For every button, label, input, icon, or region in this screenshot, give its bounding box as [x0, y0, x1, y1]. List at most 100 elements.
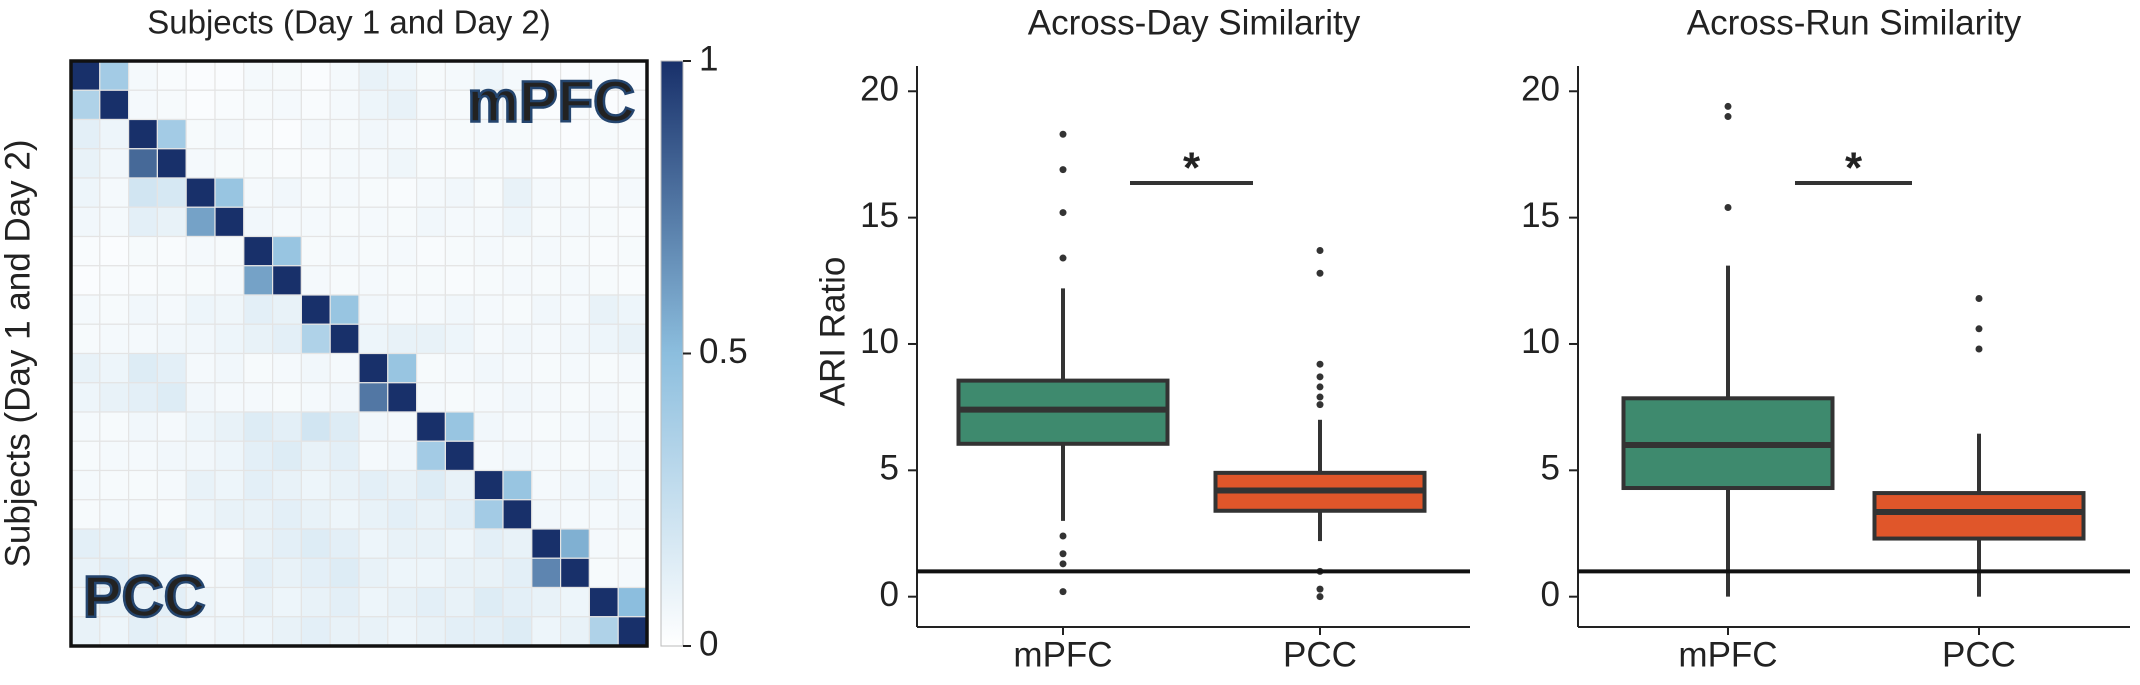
- outlier: [1724, 204, 1732, 212]
- heatmap-cell: [214, 411, 245, 442]
- heatmap-cell: [387, 616, 418, 647]
- heatmap-cell: [387, 235, 418, 267]
- heatmap-cell: [329, 499, 360, 530]
- heatmap-cell: [387, 469, 418, 501]
- heatmap-cell: [185, 616, 216, 647]
- heatmap-cell: [531, 440, 562, 472]
- heatmap-cell: [272, 440, 303, 472]
- heatmap-cell: [588, 557, 619, 589]
- heatmap-cell: [358, 557, 389, 589]
- heatmap-cell: [128, 411, 159, 442]
- outlier: [1059, 130, 1067, 138]
- heatmap-cell: [99, 294, 130, 325]
- heatmap-cell: [531, 177, 562, 208]
- heatmap-cell: [329, 586, 360, 618]
- heatmap-cell: [99, 89, 130, 121]
- heatmap-cell: [70, 528, 101, 559]
- heatmap-cell: [416, 235, 447, 267]
- heatmap-cell: [99, 411, 130, 442]
- heatmap-cell: [588, 60, 619, 91]
- outlier: [1724, 102, 1732, 110]
- heatmap-cell: [387, 118, 418, 150]
- heatmap-cell: [99, 499, 130, 530]
- heatmap-cell: [128, 323, 159, 355]
- heatmap-cell: [272, 235, 303, 267]
- heatmap-cell: [272, 177, 303, 208]
- significance-label: *: [1845, 144, 1863, 193]
- heatmap-cell: [416, 118, 447, 150]
- heatmap-cell: [185, 352, 216, 384]
- heatmap-cell: [617, 440, 648, 472]
- heatmap-cell: [473, 323, 504, 355]
- heatmap-cell: [156, 206, 187, 238]
- y-axis-label: Subjects (Day 1 and Day 2): [0, 140, 37, 568]
- heatmap-cell: [387, 440, 418, 472]
- heatmap-cell: [243, 294, 274, 325]
- y-tick-label: 0: [1541, 575, 1560, 614]
- heatmap-cell: [185, 411, 216, 442]
- heatmap-cell: [128, 440, 159, 472]
- heatmap-cell: [128, 118, 159, 150]
- heatmap-cell: [473, 265, 504, 296]
- heatmap-cell: [70, 382, 101, 413]
- heatmap-cell: [444, 499, 475, 530]
- heatmap-cell: [243, 235, 274, 267]
- heatmap-cell: [473, 148, 504, 179]
- heatmap-cell: [214, 294, 245, 325]
- heatmap-cell: [214, 586, 245, 618]
- heatmap-cell: [185, 89, 216, 121]
- outlier: [1316, 393, 1324, 401]
- colorbar-tick-label: 1: [699, 39, 718, 78]
- heatmap-cell: [214, 352, 245, 384]
- heatmap-cell: [329, 177, 360, 208]
- chart-title: Across-Day Similarity: [1028, 3, 1361, 42]
- heatmap-cell: [444, 294, 475, 325]
- heatmap-cell: [99, 177, 130, 208]
- heatmap-cell: [243, 616, 274, 647]
- heatmap-cell: [156, 469, 187, 501]
- heatmap-cell: [617, 148, 648, 179]
- heatmap-cell: [531, 265, 562, 296]
- heatmap-cell: [617, 177, 648, 208]
- heatmap-cell: [243, 206, 274, 238]
- heatmap-cell: [99, 382, 130, 413]
- heatmap-cell: [588, 352, 619, 384]
- significance-label: *: [1183, 144, 1201, 193]
- heatmap-cell: [502, 440, 533, 472]
- outlier: [1316, 585, 1324, 593]
- heatmap-cell: [300, 265, 331, 296]
- heatmap-cell: [473, 586, 504, 618]
- heatmap-cell: [617, 499, 648, 530]
- heatmap-cell: [214, 616, 245, 647]
- heatmap-cell: [444, 206, 475, 238]
- heatmap-cell: [444, 323, 475, 355]
- heatmap-cell: [358, 616, 389, 647]
- heatmap-cell: [329, 528, 360, 559]
- heatmap-cell: [588, 469, 619, 501]
- heatmap-cell: [272, 499, 303, 530]
- outlier: [1975, 345, 1983, 353]
- heatmap-cell: [99, 265, 130, 296]
- heatmap-cell: [416, 528, 447, 559]
- heatmap-cell: [243, 323, 274, 355]
- heatmap-cell: [617, 89, 648, 121]
- heatmap-cell: [300, 411, 331, 442]
- heatmap-cell: [416, 206, 447, 238]
- heatmap-cell: [128, 235, 159, 267]
- heatmap-cell: [502, 382, 533, 413]
- heatmap-cell: [416, 294, 447, 325]
- heatmap-cell: [300, 294, 331, 325]
- heatmap-cell: [559, 177, 590, 208]
- heatmap-cell: [214, 528, 245, 559]
- heatmap-cell: [214, 499, 245, 530]
- heatmap-cell: [185, 440, 216, 472]
- heatmap-cell: [156, 235, 187, 267]
- heatmap-cell: [128, 265, 159, 296]
- heatmap-cell: [559, 265, 590, 296]
- heatmap-cell: [185, 148, 216, 179]
- heatmap-cell: [617, 382, 648, 413]
- heatmap-cell: [473, 294, 504, 325]
- heatmap-cell: [300, 60, 331, 91]
- heatmap-cell: [214, 557, 245, 589]
- heatmap-cell: [416, 411, 447, 442]
